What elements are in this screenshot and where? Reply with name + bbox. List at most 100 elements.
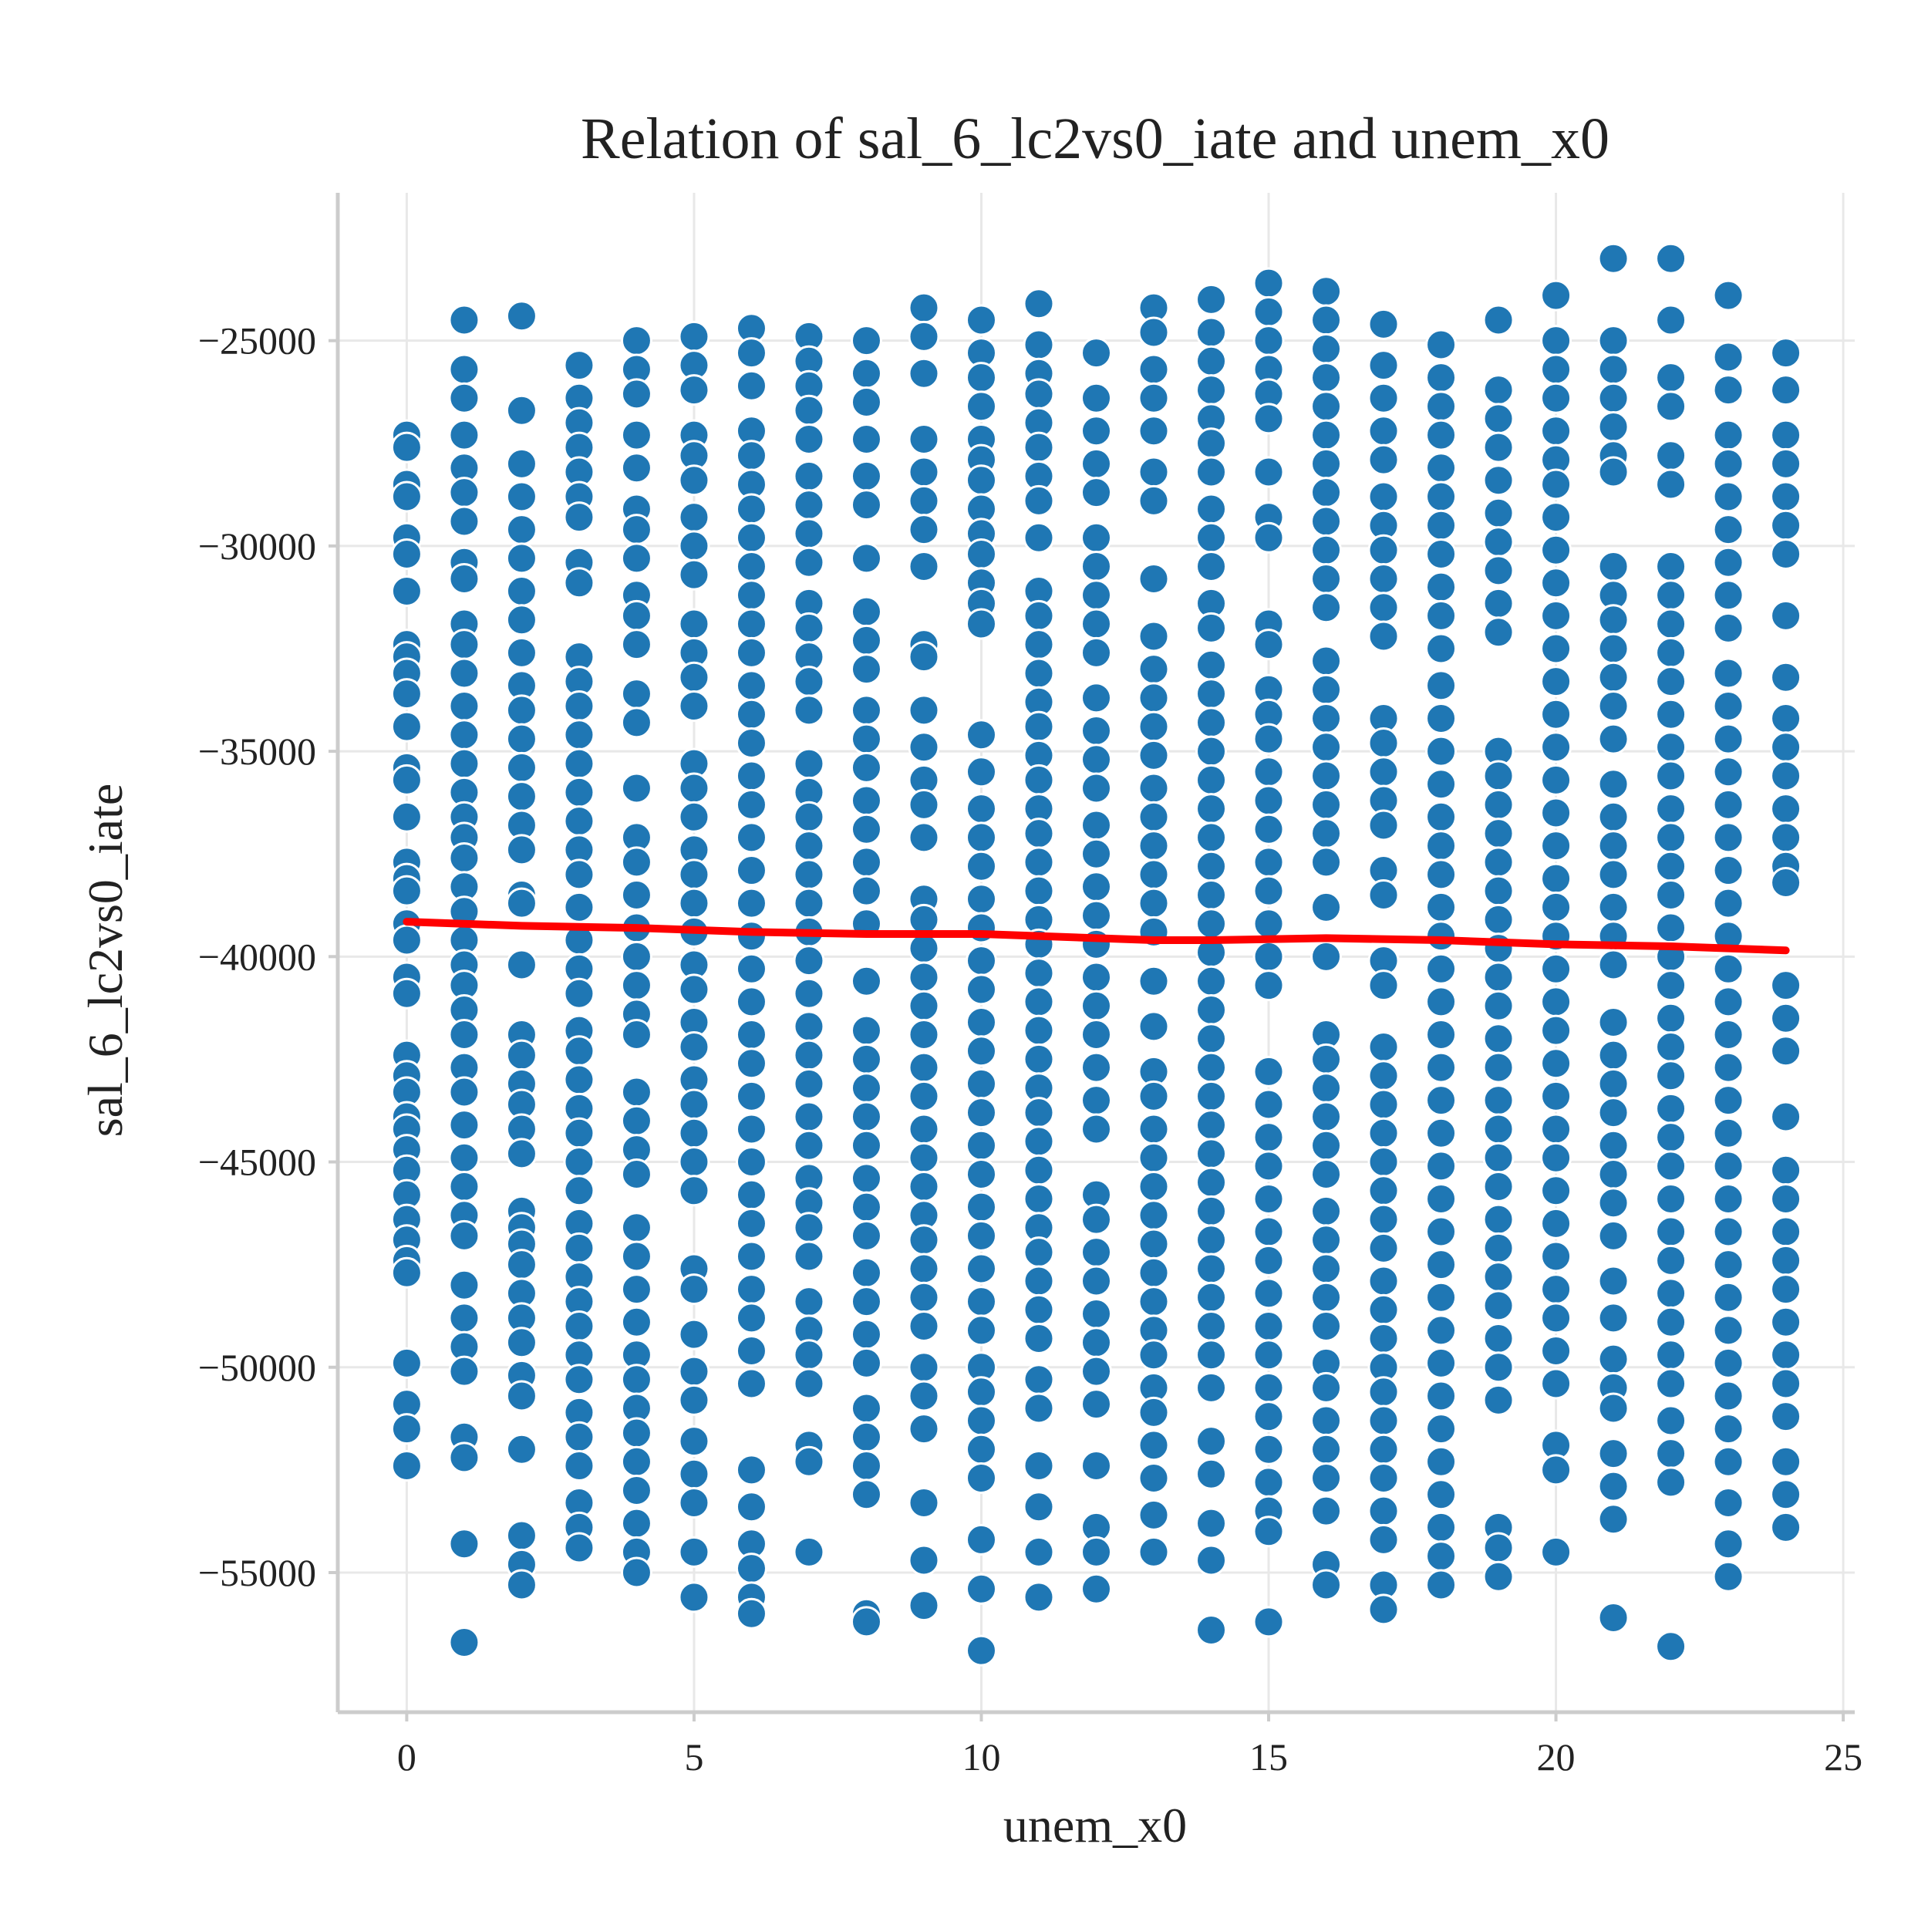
scatter-point — [1367, 1030, 1400, 1063]
scatter-point — [1712, 1249, 1744, 1281]
scatter-point — [1540, 501, 1572, 534]
scatter-point — [1540, 1080, 1572, 1112]
scatter-point — [505, 949, 538, 981]
scatter-point — [908, 1051, 940, 1084]
scatter-point — [1310, 818, 1343, 850]
scatter-point — [1080, 1203, 1112, 1236]
scatter-point — [1770, 760, 1802, 792]
scatter-point — [1195, 1544, 1228, 1576]
scatter-point — [1712, 514, 1744, 546]
scatter-point — [1425, 452, 1458, 484]
scatter-point — [448, 1528, 480, 1560]
scatter-point — [1310, 1495, 1343, 1527]
scatter-point — [1310, 1072, 1343, 1104]
scatter-point — [735, 920, 767, 953]
scatter-point — [850, 542, 882, 575]
scatter-point — [850, 653, 882, 686]
scatter-point — [793, 1286, 825, 1318]
scatter-point — [1425, 1314, 1458, 1347]
scatter-point — [850, 1392, 882, 1425]
scatter-point — [1367, 562, 1400, 595]
scatter-point — [1367, 443, 1400, 476]
scatter-point — [1425, 1511, 1458, 1543]
scatter-point — [735, 1454, 767, 1486]
scatter-point — [735, 669, 767, 702]
scatter-point — [620, 1018, 652, 1050]
scatter-point — [1252, 756, 1285, 788]
scatter-point — [1195, 706, 1228, 739]
scatter-point — [1655, 731, 1687, 764]
scatter-point — [678, 887, 710, 919]
scatter-point — [620, 629, 652, 661]
scatter-point — [678, 530, 710, 562]
scatter-point — [505, 834, 538, 866]
scatter-point — [1367, 1462, 1400, 1495]
scatter-point — [563, 349, 595, 382]
scatter-point — [1597, 551, 1630, 583]
scatter-point — [735, 1018, 767, 1050]
scatter-point — [563, 567, 595, 599]
scatter-point — [735, 727, 767, 759]
scatter-point — [735, 636, 767, 669]
scatter-point — [678, 1146, 710, 1178]
scatter-point — [1425, 480, 1458, 513]
scatter-point — [1712, 1445, 1744, 1478]
scatter-point — [563, 1035, 595, 1067]
scatter-point — [1597, 1265, 1630, 1297]
scatter-point — [965, 1314, 997, 1347]
scatter-point — [563, 1450, 595, 1482]
scatter-point — [1252, 629, 1285, 661]
scatter-point — [1597, 604, 1630, 636]
scatter-point — [1310, 1129, 1343, 1162]
y-axis-title: sal_6_lc2vs0_iate — [78, 784, 133, 1138]
scatter-point — [505, 447, 538, 480]
scatter-point — [908, 423, 940, 455]
scatter-point — [620, 1507, 652, 1539]
scatter-point — [1023, 1293, 1055, 1326]
scatter-point — [1712, 1150, 1744, 1182]
scatter-point — [1195, 1614, 1228, 1647]
scatter-point — [1252, 1277, 1285, 1310]
scatter-point — [965, 1376, 997, 1408]
scatter-point — [1770, 1154, 1802, 1186]
scatter-point — [1425, 1249, 1458, 1281]
scatter-point — [1655, 468, 1687, 501]
scatter-point — [735, 1334, 767, 1367]
scatter-point — [735, 1146, 767, 1178]
x-axis-title: unem_x0 — [1003, 1798, 1187, 1853]
scatter-point — [965, 1634, 997, 1667]
scatter-point — [1138, 1396, 1170, 1428]
scatter-point — [1195, 316, 1228, 349]
scatter-point — [1597, 456, 1630, 488]
scatter-point — [1023, 764, 1055, 796]
scatter-point — [620, 1364, 652, 1396]
scatter-point — [1310, 891, 1343, 923]
scatter-point — [1367, 1175, 1400, 1207]
scatter-point — [1425, 1569, 1458, 1601]
scatter-point — [793, 945, 825, 977]
scatter-point — [1138, 1080, 1170, 1112]
scatter-point — [1195, 649, 1228, 681]
scatter-point — [850, 1043, 882, 1075]
scatter-point — [1482, 403, 1515, 435]
scatter-point — [1425, 1380, 1458, 1412]
scatter-point — [1252, 1216, 1285, 1248]
scatter-point — [850, 1014, 882, 1047]
scatter-point — [1712, 1347, 1744, 1379]
scatter-point — [1770, 1445, 1802, 1478]
scatter-point — [908, 1590, 940, 1622]
scatter-point — [563, 1175, 595, 1207]
y-tick-label: −45000 — [198, 1141, 316, 1184]
scatter-point — [1367, 1146, 1400, 1178]
scatter-point — [1195, 1371, 1228, 1404]
scatter-point — [1540, 1207, 1572, 1239]
scatter-point — [678, 1030, 710, 1063]
scatter-point — [1080, 682, 1112, 714]
scatter-point — [1195, 1109, 1228, 1141]
scatter-point — [563, 1232, 595, 1264]
scatter-point — [735, 1597, 767, 1630]
scatter-point — [1138, 1010, 1170, 1043]
scatter-point — [1080, 447, 1112, 480]
scatter-point — [1540, 891, 1572, 923]
scatter-point — [1655, 850, 1687, 882]
